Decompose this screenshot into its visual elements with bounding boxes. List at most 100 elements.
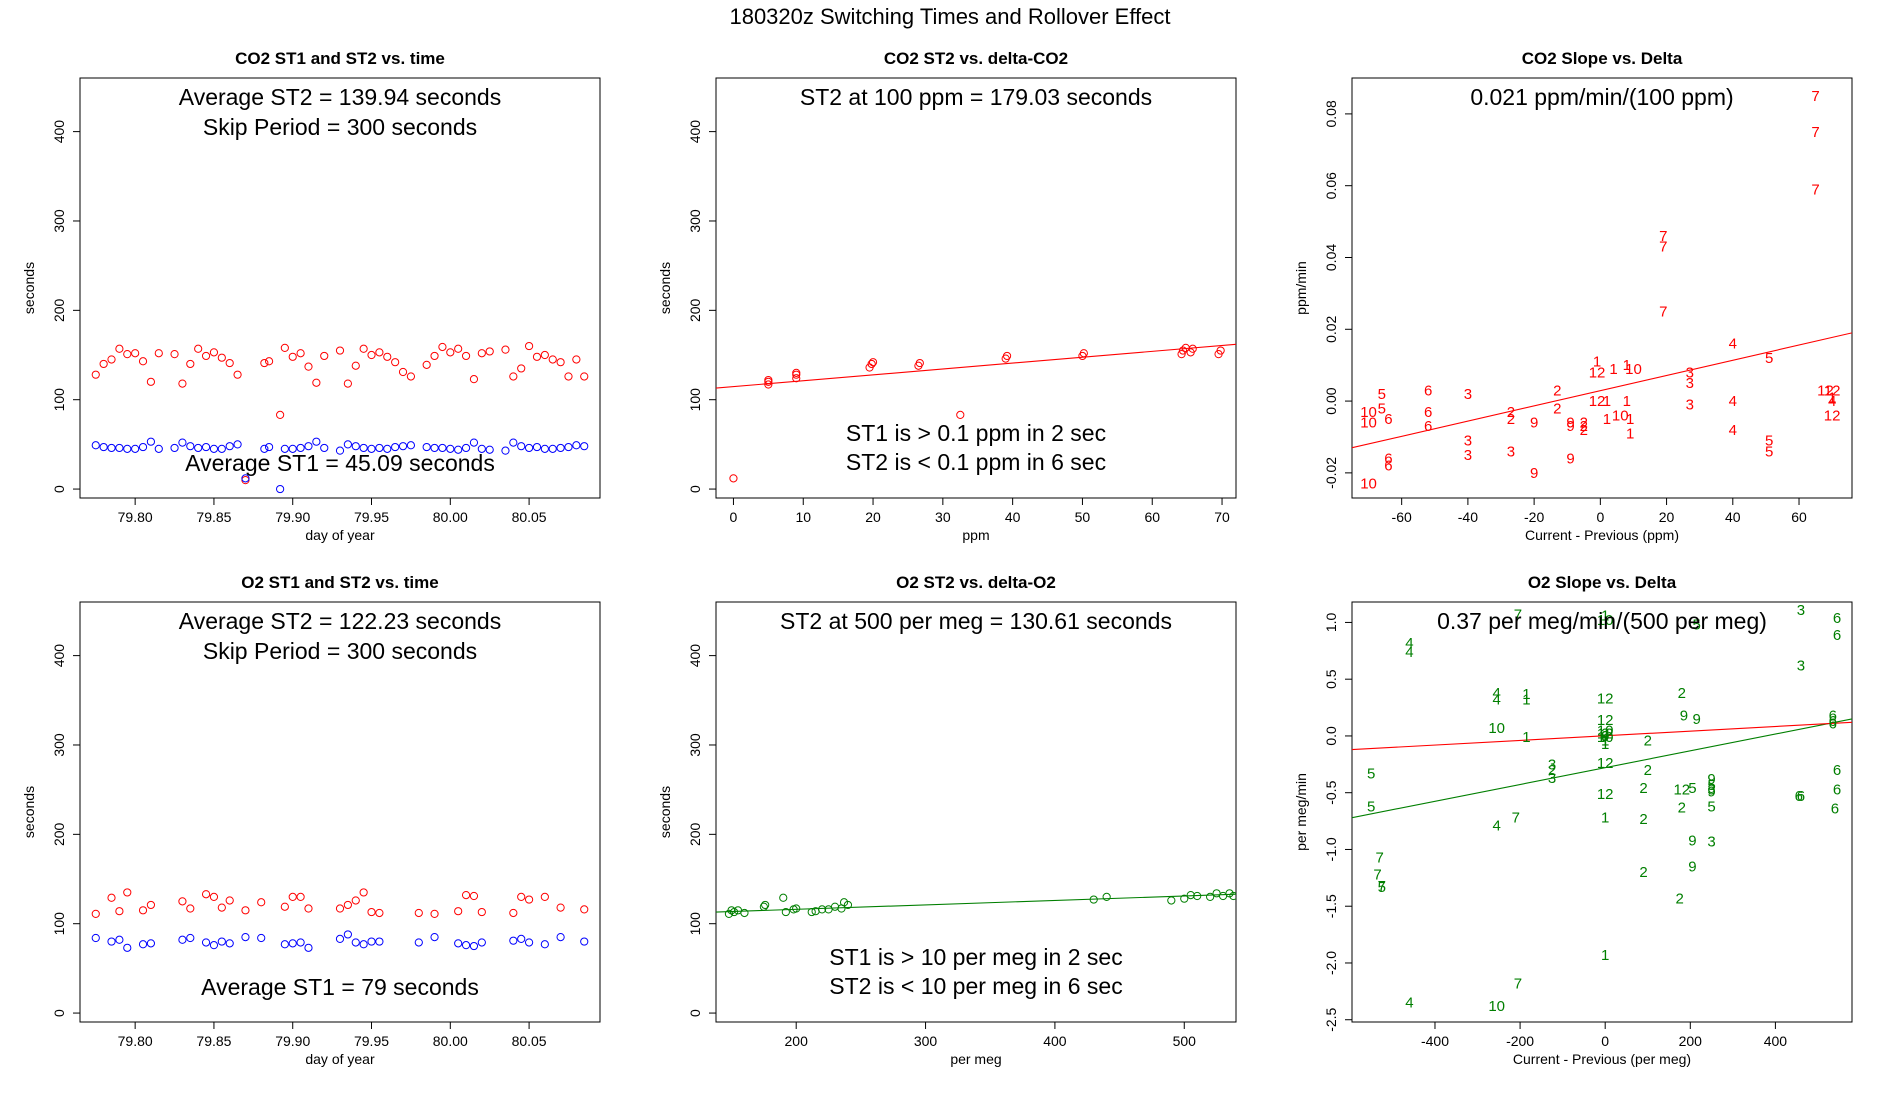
y-tick-label: 0.02 bbox=[1323, 315, 1339, 342]
x-tick-label: 40 bbox=[1725, 509, 1741, 525]
data-point bbox=[956, 410, 965, 419]
data-point bbox=[280, 444, 289, 453]
y-axis-label: per meg/min bbox=[1293, 773, 1309, 851]
data-point bbox=[461, 941, 471, 950]
data-point bbox=[225, 896, 234, 905]
data-point-label: 7 bbox=[1659, 239, 1667, 256]
x-tick-label: 60 bbox=[1144, 509, 1160, 525]
data-point bbox=[517, 442, 526, 451]
data-point bbox=[430, 443, 439, 453]
data-point-label: 12 bbox=[1597, 726, 1614, 743]
data-point bbox=[170, 443, 179, 453]
data-point-label: 10 bbox=[1597, 722, 1614, 739]
annotation: 0.37 per meg/min/(500 per meg) bbox=[1437, 608, 1767, 634]
data-point bbox=[446, 348, 455, 357]
data-point bbox=[217, 903, 226, 912]
data-point bbox=[1102, 892, 1111, 901]
data-point bbox=[335, 346, 345, 355]
annotation: ST2 is < 10 per meg in 6 sec bbox=[829, 973, 1122, 999]
data-point bbox=[375, 908, 384, 918]
data-point bbox=[312, 378, 321, 387]
data-point bbox=[225, 442, 234, 451]
data-point bbox=[509, 936, 518, 945]
data-point bbox=[91, 933, 100, 943]
data-point bbox=[225, 939, 234, 948]
x-axis-label: day of year bbox=[305, 1051, 375, 1067]
data-point bbox=[367, 444, 376, 453]
y-tick-label: 300 bbox=[687, 209, 703, 233]
y-tick-label: 0.04 bbox=[1323, 244, 1339, 271]
data-point bbox=[1206, 892, 1215, 901]
y-tick-label: 0.00 bbox=[1323, 387, 1339, 414]
data-point-label: 12 bbox=[1673, 781, 1690, 798]
data-layer bbox=[716, 343, 1236, 483]
data-point bbox=[107, 937, 116, 946]
data-point bbox=[524, 895, 534, 904]
data-point bbox=[461, 351, 471, 361]
data-point-label: 5 bbox=[1707, 777, 1715, 794]
data-point bbox=[146, 939, 156, 948]
data-point-label: 12 bbox=[1817, 382, 1834, 399]
data-point bbox=[375, 937, 384, 946]
data-point bbox=[367, 907, 376, 917]
data-point bbox=[225, 358, 234, 368]
data-point bbox=[359, 344, 368, 353]
data-point bbox=[375, 443, 384, 453]
data-point bbox=[335, 934, 345, 943]
data-point bbox=[138, 906, 148, 915]
data-point bbox=[556, 903, 565, 912]
data-point bbox=[1180, 894, 1189, 903]
data-point-label: 3 bbox=[1464, 433, 1472, 450]
data-point bbox=[485, 445, 494, 454]
data-point-label: 2 bbox=[1580, 418, 1588, 435]
data-point bbox=[1089, 895, 1098, 904]
data-point bbox=[446, 444, 455, 453]
data-point-label: 7 bbox=[1811, 181, 1819, 198]
data-point-label: 1 bbox=[1601, 810, 1609, 827]
data-point-label: 6 bbox=[1833, 781, 1841, 798]
panel-title: O2 Slope vs. Delta bbox=[1528, 573, 1677, 592]
data-point-label: 1 bbox=[1828, 389, 1836, 406]
data-point bbox=[217, 937, 226, 946]
data-point-label: 6 bbox=[1424, 404, 1432, 421]
fit-line bbox=[1352, 718, 1852, 819]
annotation: 0.021 ppm/min/(100 ppm) bbox=[1470, 84, 1733, 110]
data-point bbox=[123, 888, 132, 897]
data-point bbox=[817, 905, 827, 914]
data-point bbox=[359, 940, 368, 949]
data-point-label: 9 bbox=[1707, 784, 1715, 801]
data-point bbox=[469, 891, 479, 901]
data-point bbox=[781, 907, 790, 917]
y-axis-label: ppm/min bbox=[1293, 261, 1309, 315]
data-point bbox=[201, 442, 211, 452]
y-tick-label: 400 bbox=[51, 120, 67, 144]
data-point-label: 6 bbox=[1833, 610, 1841, 627]
y-tick-label: 400 bbox=[687, 120, 703, 144]
data-point bbox=[217, 444, 226, 453]
data-point-label: 1 bbox=[1601, 732, 1609, 749]
data-point bbox=[320, 443, 329, 453]
panel-co2-delta: CO2 ST2 vs. delta-CO2 0 10 20 30 40 50 60 70 0 100… bbox=[657, 49, 1237, 543]
data-point-label: 9 bbox=[1566, 418, 1574, 435]
data-point bbox=[792, 904, 801, 913]
data-point-label: 12 bbox=[1597, 690, 1614, 707]
annotation: ST1 is > 10 per meg in 2 sec bbox=[829, 944, 1122, 970]
data-point bbox=[335, 446, 345, 455]
data-point bbox=[280, 902, 289, 911]
data-point bbox=[517, 892, 526, 901]
data-point-label: 6 bbox=[1833, 762, 1841, 779]
data-point bbox=[729, 474, 738, 483]
data-point-label: 3 bbox=[1548, 770, 1556, 787]
data-point bbox=[580, 442, 589, 451]
x-tick-label: 80.05 bbox=[512, 1033, 547, 1049]
data-point-label: 3 bbox=[1797, 602, 1805, 619]
annotation: ST2 at 100 ppm = 179.03 seconds bbox=[800, 84, 1152, 110]
data-point bbox=[501, 345, 510, 354]
y-tick-label: 300 bbox=[51, 209, 67, 233]
data-point bbox=[454, 344, 463, 353]
data-point bbox=[517, 364, 526, 373]
y-tick-label: 0 bbox=[51, 485, 67, 493]
data-point bbox=[288, 444, 297, 453]
data-point bbox=[414, 908, 423, 918]
data-point-label: 1 bbox=[1623, 393, 1631, 410]
